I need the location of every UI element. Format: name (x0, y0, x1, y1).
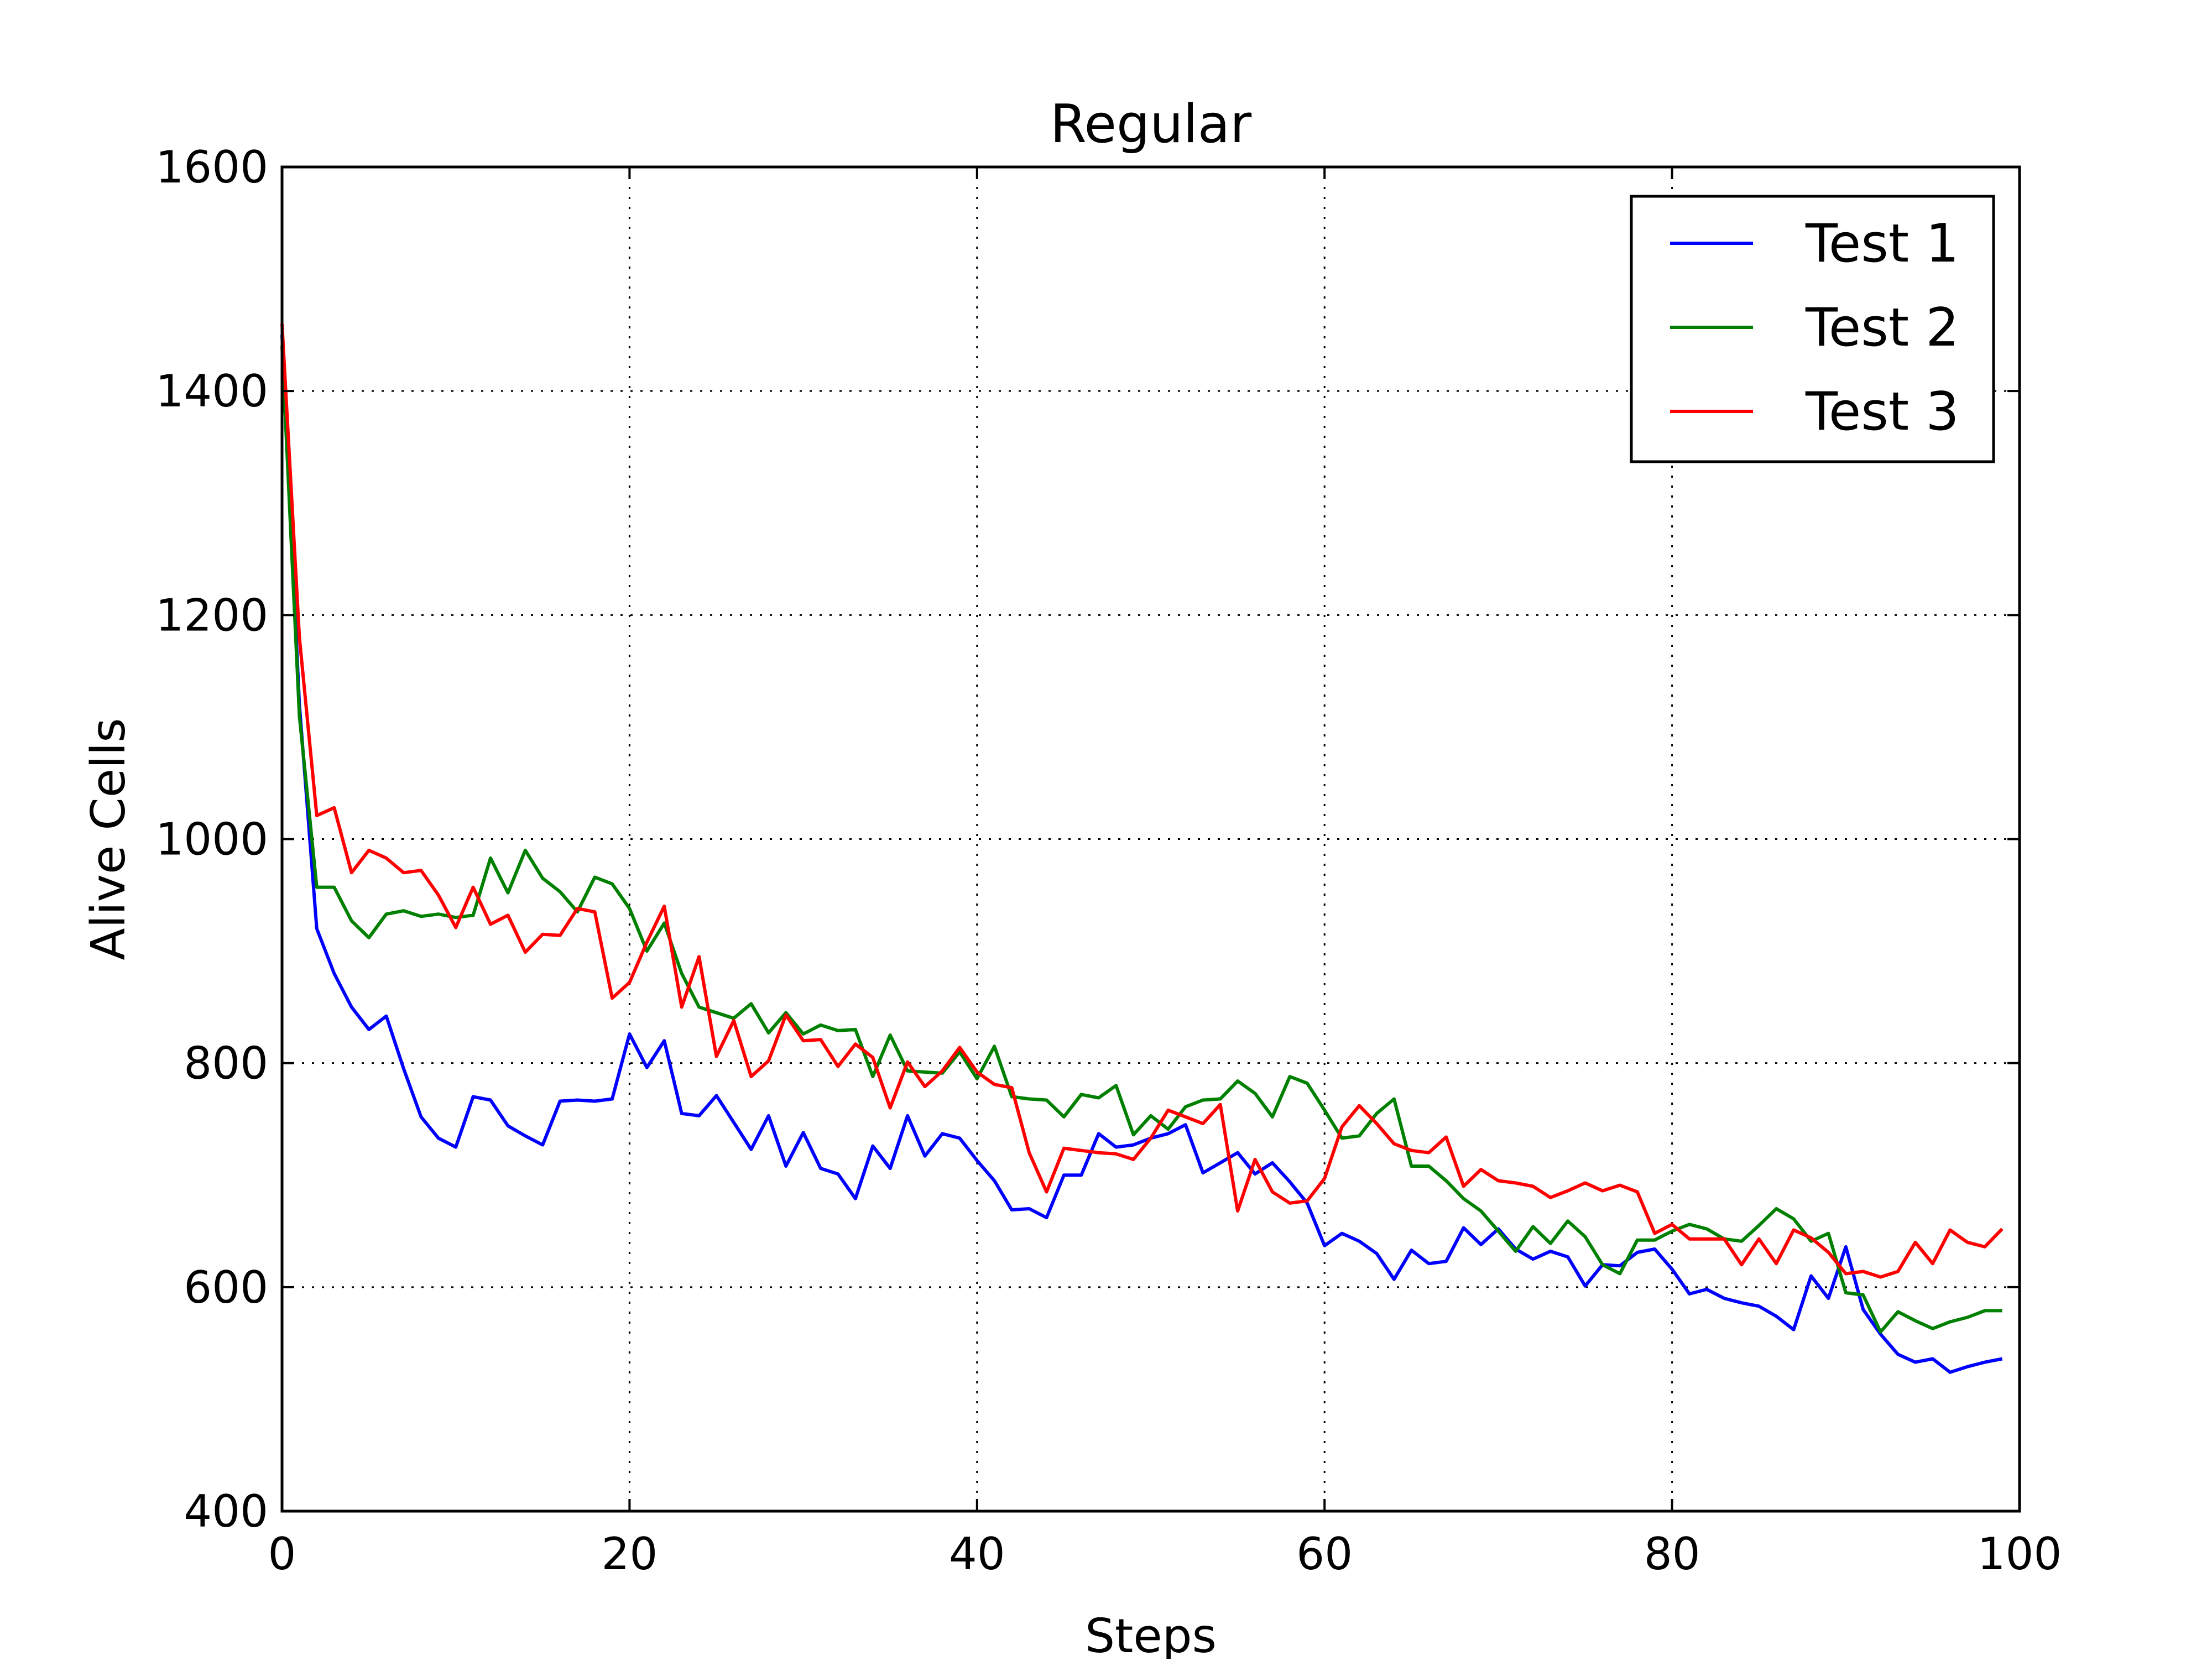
series-line-3 (280, 323, 2004, 1279)
y-tick-label: 1200 (155, 589, 268, 641)
series-lines (280, 323, 2004, 1374)
y-axis-label: Alive Cells (81, 718, 136, 960)
x-tick-label: 40 (949, 1528, 1005, 1580)
x-tick-label: 80 (1644, 1528, 1700, 1580)
legend-label-3: Test 3 (1805, 382, 1959, 442)
y-tick-label: 1600 (155, 142, 268, 193)
x-tick-label: 0 (268, 1528, 296, 1580)
grid (282, 167, 2020, 1511)
axis-ticks: 0 20 40 60 80 100 400 600 800 1000 1200 1400 1600 (155, 142, 2062, 1580)
legend: Test 1 Test 2 Test 3 (1630, 195, 1995, 463)
y-tick-label: 800 (184, 1038, 268, 1089)
y-tick-label: 1400 (155, 365, 268, 417)
x-tick-label: 20 (602, 1528, 658, 1580)
x-tick-label: 100 (1978, 1528, 2062, 1580)
chart-title: Regular (1050, 94, 1252, 155)
y-tick-label: 400 (184, 1486, 268, 1537)
y-tick-label: 1000 (155, 814, 268, 865)
series-line-1 (280, 335, 2003, 1374)
legend-label-1: Test 1 (1805, 213, 1959, 274)
x-axis-label: Steps (1085, 1609, 1217, 1659)
y-tick-label: 600 (184, 1262, 268, 1313)
series-line-2 (280, 346, 2002, 1334)
legend-label-2: Test 2 (1805, 297, 1959, 358)
x-tick-label: 60 (1296, 1528, 1353, 1580)
